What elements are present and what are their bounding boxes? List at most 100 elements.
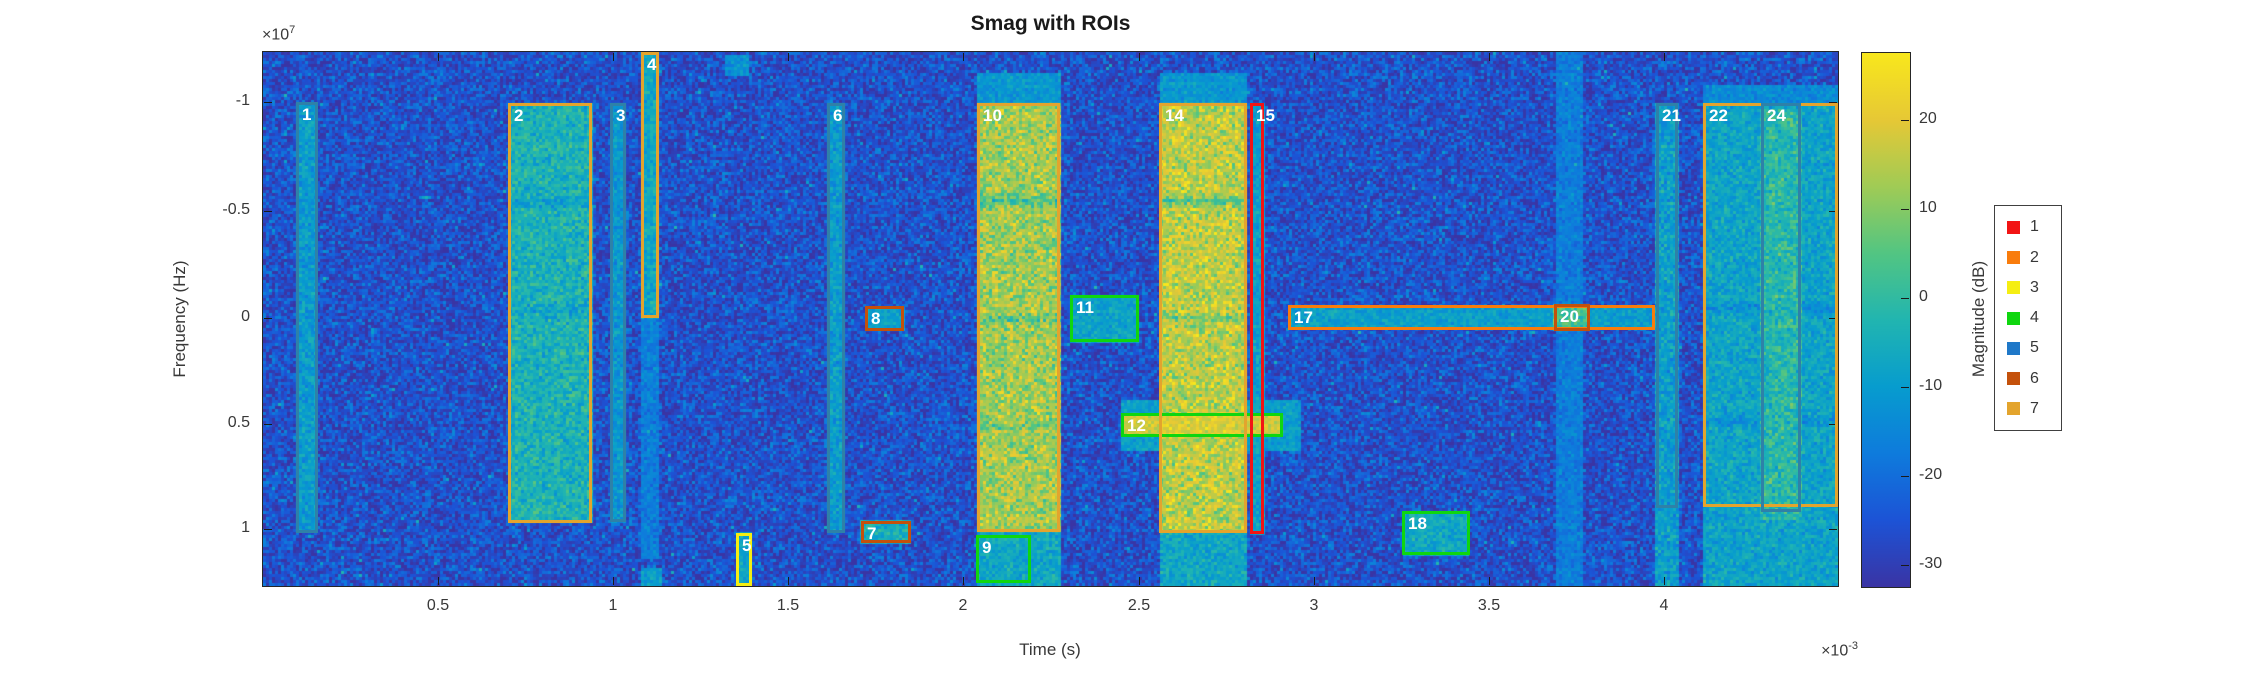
y-tick-mark	[264, 211, 272, 212]
legend-swatch	[2007, 220, 2020, 234]
colorbar-tick-mark	[1901, 209, 1909, 210]
x-tick-mark	[1664, 53, 1665, 61]
x-tick-mark	[613, 53, 614, 61]
roi-rectangle-5[interactable]: 5	[736, 533, 752, 586]
roi-number-label: 1	[302, 105, 312, 124]
x-axis-exponent: ×10-3	[1821, 640, 1858, 660]
roi-rectangle-24[interactable]: 24	[1761, 103, 1801, 512]
x-tick-mark	[788, 577, 789, 585]
roi-number-label: 15	[1256, 106, 1275, 125]
plot-title: Smag with ROIs	[970, 12, 1131, 35]
legend-swatch	[2007, 251, 2020, 264]
legend-entry: 3	[1995, 279, 2061, 297]
roi-rectangle-14[interactable]: 14	[1159, 103, 1247, 533]
y-tick-mark	[264, 102, 272, 103]
legend-entry-label: 7	[2030, 399, 2039, 417]
x-tick-label: 2.5	[1127, 597, 1151, 614]
legend-entry-label: 2	[2030, 248, 2039, 266]
y-tick-label: -0.5	[222, 201, 250, 218]
legend-swatch	[2007, 402, 2020, 416]
x-tick-mark	[963, 53, 964, 61]
roi-rectangle-7[interactable]: 7	[861, 521, 911, 543]
colorbar-tick-mark	[1901, 565, 1909, 566]
roi-rectangle-12[interactable]: 12	[1121, 413, 1283, 437]
x-tick-mark	[788, 53, 789, 61]
roi-rectangle-1[interactable]: 1	[296, 102, 318, 533]
roi-rectangle-20[interactable]: 20	[1554, 304, 1590, 331]
legend-entry: 5	[1995, 339, 2061, 357]
x-tick-mark	[1314, 53, 1315, 61]
colorbar-tick-label: -30	[1919, 555, 1943, 572]
x-tick-label: 3.5	[1477, 597, 1501, 614]
legend-swatch	[2007, 311, 2020, 325]
x-tick-mark	[1664, 577, 1665, 585]
y-tick-mark	[264, 424, 272, 425]
roi-number-label: 24	[1767, 106, 1786, 125]
roi-rectangle-21[interactable]: 21	[1656, 103, 1681, 508]
roi-rectangle-17[interactable]: 17	[1288, 305, 1655, 330]
roi-rectangle-15[interactable]: 15	[1250, 103, 1275, 534]
y-tick-mark	[1829, 529, 1837, 530]
y-tick-mark	[264, 318, 272, 319]
colorbar-tick-label: -20	[1919, 466, 1943, 483]
colorbar-tick-mark	[1901, 120, 1909, 121]
roi-rectangle-3[interactable]: 3	[610, 103, 626, 522]
roi-rectangle-4[interactable]: 4	[641, 52, 659, 318]
legend-entry: 2	[1995, 249, 2061, 267]
roi-rectangle-9[interactable]: 9	[976, 535, 1031, 583]
y-tick-label: 1	[241, 519, 250, 536]
x-tick-label: 4	[1659, 597, 1669, 614]
roi-rectangle-10[interactable]: 10	[977, 103, 1060, 532]
x-exponent-power: -3	[1848, 640, 1858, 652]
roi-rectangle-11[interactable]: 11	[1070, 295, 1139, 342]
x-tick-label: 1.5	[776, 597, 800, 614]
roi-rectangle-8[interactable]: 8	[865, 306, 904, 331]
y-tick-label: 0	[241, 308, 250, 325]
legend-entry-label: 4	[2030, 309, 2039, 326]
spectrogram-image	[263, 52, 1838, 586]
colorbar-label: Magnitude (dB)	[1969, 260, 1988, 378]
roi-number-label: 6	[833, 106, 843, 125]
x-tick-mark	[1314, 577, 1315, 585]
y-tick-mark	[1829, 211, 1837, 212]
x-tick-label: 3	[1309, 597, 1319, 614]
legend-entry-label: 6	[2030, 369, 2039, 387]
colorbar-tick-label: 0	[1919, 288, 1928, 305]
colorbar	[1861, 52, 1911, 588]
roi-number-label: 4	[647, 55, 657, 74]
roi-number-label: 11	[1076, 298, 1094, 317]
roi-number-label: 18	[1408, 514, 1427, 533]
roi-rectangle-18[interactable]: 18	[1402, 511, 1470, 555]
x-tick-label: 1	[608, 597, 618, 614]
x-tick-mark	[1139, 53, 1140, 61]
roi-number-label: 21	[1662, 106, 1681, 125]
y-tick-label: 0.5	[227, 414, 250, 431]
roi-number-label: 10	[983, 106, 1002, 125]
y-tick-mark	[1829, 318, 1837, 319]
colorbar-tick-mark	[1901, 387, 1909, 388]
y-exponent-base: ×10	[262, 26, 290, 44]
y-tick-mark	[1829, 424, 1837, 425]
roi-number-label: 2	[514, 106, 524, 125]
roi-legend: 1 2 3 4 5 6 7	[1994, 205, 2062, 431]
roi-rectangle-6[interactable]: 6	[827, 103, 845, 533]
legend-entry: 7	[1995, 400, 2061, 418]
x-tick-mark	[438, 53, 439, 61]
roi-number-label: 17	[1294, 308, 1313, 327]
roi-rectangle-2[interactable]: 2	[508, 103, 592, 523]
roi-number-label: 22	[1709, 106, 1728, 125]
roi-number-label: 8	[871, 309, 881, 328]
x-tick-mark	[963, 577, 964, 585]
y-tick-label: -1	[235, 92, 250, 109]
x-axis-label: Time (s)	[1019, 640, 1081, 659]
y-axis-label: Frequency (Hz)	[170, 260, 189, 378]
roi-number-label: 12	[1127, 416, 1146, 435]
roi-number-label: 5	[742, 536, 752, 555]
legend-entry: 6	[1995, 370, 2061, 388]
roi-number-label: 9	[982, 538, 992, 557]
legend-swatch	[2007, 372, 2020, 385]
roi-number-label: 14	[1165, 106, 1184, 125]
legend-entry: 4	[1995, 309, 2061, 327]
x-tick-label: 0.5	[426, 597, 450, 614]
